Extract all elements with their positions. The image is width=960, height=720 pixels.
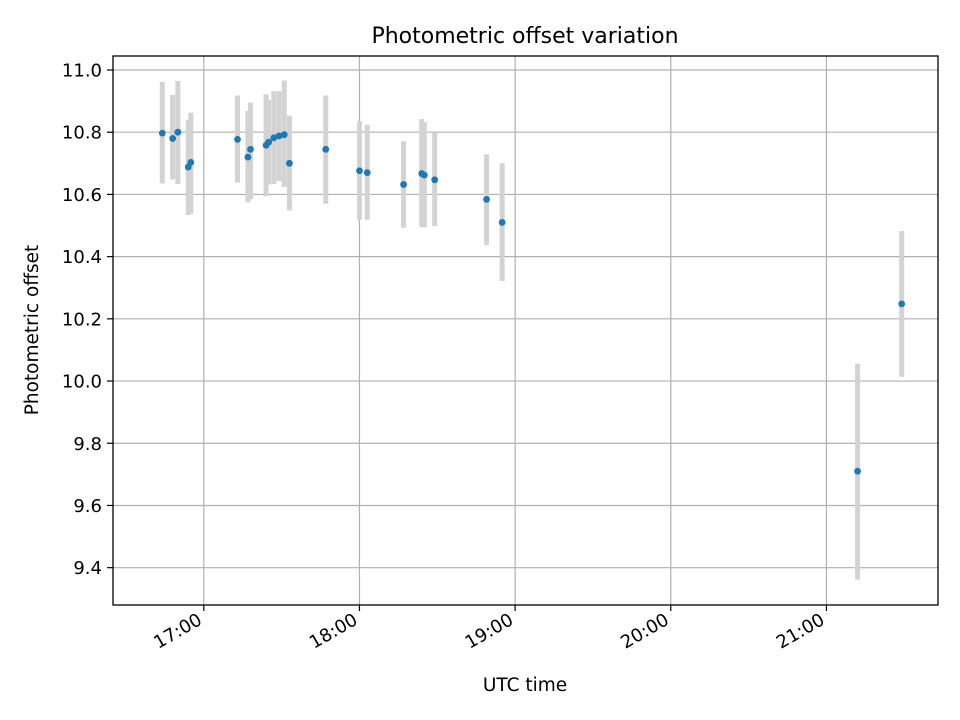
data-point (280, 131, 288, 139)
y-tick-label: 9.4 (73, 558, 102, 579)
y-tick-label: 9.6 (73, 496, 102, 517)
y-tick-label: 10.4 (62, 247, 102, 268)
data-point (363, 169, 371, 177)
data-point (234, 135, 241, 143)
data-point (275, 132, 283, 140)
data-point (356, 167, 363, 175)
data-point (431, 176, 439, 184)
y-tick-label: 9.8 (73, 434, 102, 455)
data-points (158, 128, 906, 475)
y-axis: 9.4 9.6 9.8 10.0 10.2 10.4 10.6 10.8 11.0 (62, 60, 113, 579)
data-point (247, 145, 254, 153)
data-point (265, 138, 273, 146)
data-point (174, 128, 182, 136)
y-tick-label: 10.2 (62, 309, 102, 330)
data-point (898, 300, 906, 308)
data-point (244, 153, 252, 161)
data-point (187, 158, 195, 166)
y-tick-label: 10.6 (62, 185, 102, 206)
data-point (322, 145, 330, 153)
data-point (286, 159, 293, 167)
data-point (420, 171, 428, 179)
data-point (854, 467, 861, 475)
data-point (270, 134, 278, 142)
data-point (158, 129, 166, 137)
y-axis-label: Photometric offset (22, 245, 43, 416)
y-tick-label: 10.0 (62, 372, 102, 393)
data-point (483, 195, 490, 203)
y-tick-label: 11.0 (62, 60, 102, 81)
plot-area-frame (112, 55, 939, 606)
data-point (169, 135, 177, 142)
x-axis-label: UTC time (483, 675, 567, 696)
chart-title: Photometric offset variation (371, 24, 678, 49)
data-point (400, 181, 407, 188)
data-point (498, 219, 506, 226)
y-tick-label: 10.8 (62, 123, 102, 144)
